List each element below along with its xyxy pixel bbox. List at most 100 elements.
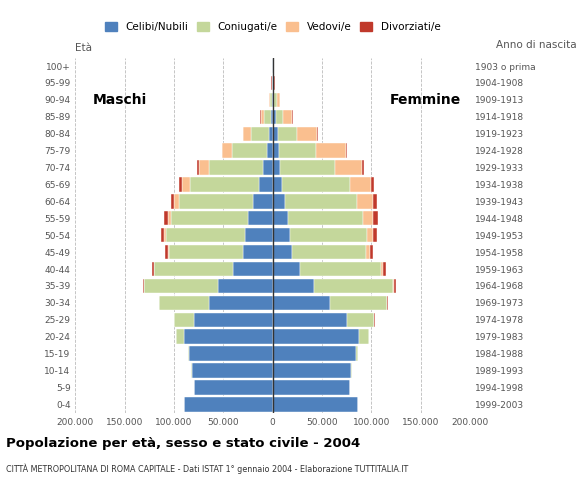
Bar [316,144,346,158]
Bar [273,93,274,107]
Bar [357,194,373,209]
Bar [194,380,273,395]
Bar [182,177,190,192]
Bar [259,177,273,192]
Bar [273,296,330,310]
Bar [184,397,273,411]
Bar [174,312,194,327]
Bar [346,144,347,158]
Bar [263,160,273,175]
Bar [270,93,272,107]
Bar [330,296,387,310]
Bar [161,228,164,242]
Bar [273,211,288,226]
Bar [197,160,198,175]
Bar [292,245,367,259]
Bar [273,109,275,124]
Bar [360,329,369,344]
Bar [189,347,273,361]
Bar [274,93,277,107]
Bar [176,329,184,344]
Bar [152,262,154,276]
Bar [273,397,358,411]
Text: Anno di nascita: Anno di nascita [496,40,577,50]
Bar [381,262,383,276]
Bar [373,228,377,242]
Bar [273,245,292,259]
Bar [184,329,273,344]
Bar [273,347,356,361]
Bar [273,177,282,192]
Bar [243,245,273,259]
Bar [174,194,179,209]
Bar [269,93,270,107]
Bar [351,363,352,378]
Text: Età: Età [75,43,92,52]
Bar [273,279,314,293]
Bar [188,347,189,361]
Bar [251,127,269,141]
Bar [179,194,253,209]
Bar [362,160,364,175]
Bar [209,160,263,175]
Bar [154,262,233,276]
Bar [284,109,292,124]
Bar [300,262,381,276]
Bar [269,127,273,141]
Bar [371,177,374,192]
Bar [243,127,251,141]
Bar [192,363,273,378]
Bar [291,228,367,242]
Bar [248,211,273,226]
Bar [393,279,394,293]
Bar [222,144,232,158]
Bar [179,177,182,192]
Bar [281,160,335,175]
Bar [232,144,267,158]
Bar [387,296,388,310]
Bar [278,144,316,158]
Bar [218,279,273,293]
Bar [363,211,373,226]
Text: Femmine: Femmine [390,93,461,107]
Bar [273,160,281,175]
Bar [273,329,360,344]
Bar [373,211,378,226]
Bar [168,211,171,226]
Bar [168,245,169,259]
Bar [272,93,273,107]
Bar [171,211,248,226]
Text: Maschi: Maschi [93,93,147,107]
Bar [143,279,144,293]
Bar [367,228,373,242]
Bar [264,109,271,124]
Bar [261,109,264,124]
Bar [273,228,291,242]
Bar [373,194,377,209]
Bar [285,194,357,209]
Text: Popolazione per età, sesso e stato civile - 2004: Popolazione per età, sesso e stato civil… [6,437,360,450]
Bar [209,296,273,310]
Bar [383,262,386,276]
Bar [271,109,273,124]
Bar [356,347,358,361]
Bar [273,144,278,158]
Bar [278,127,298,141]
Bar [190,177,259,192]
Bar [164,228,166,242]
Bar [164,211,168,226]
Bar [288,211,363,226]
Bar [347,312,374,327]
Legend: Celibi/Nubili, Coniugati/e, Vedovi/e, Divorziati/e: Celibi/Nubili, Coniugati/e, Vedovi/e, Di… [105,22,440,32]
Bar [394,279,396,293]
Bar [159,296,209,310]
Bar [367,245,369,259]
Bar [273,363,351,378]
Bar [267,144,273,158]
Bar [233,262,273,276]
Bar [273,312,347,327]
Bar [314,279,393,293]
Bar [165,245,168,259]
Bar [273,262,300,276]
Bar [282,177,350,192]
